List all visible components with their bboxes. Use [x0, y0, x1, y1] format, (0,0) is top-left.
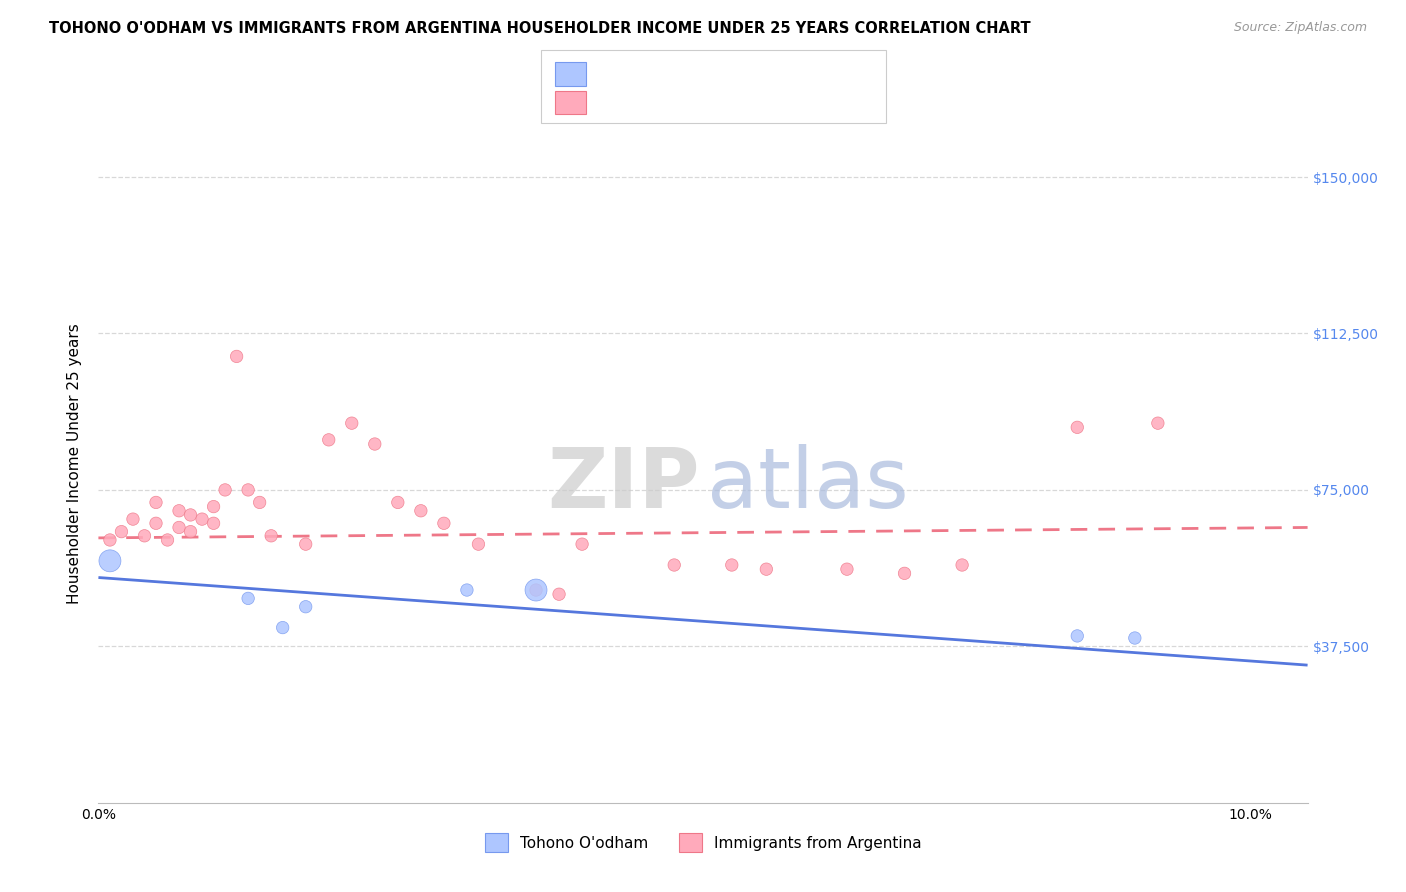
Point [122, 512, 145, 526]
Point [294, 537, 316, 551]
Point [571, 537, 593, 551]
Text: atlas: atlas [707, 443, 908, 524]
Point [202, 516, 225, 531]
Text: R =: R = [598, 95, 633, 110]
Point [134, 529, 156, 543]
Point [318, 433, 340, 447]
Text: -0.419: -0.419 [637, 65, 690, 83]
Point [835, 562, 858, 576]
Point [664, 558, 686, 572]
Point [225, 350, 247, 364]
Point [191, 512, 214, 526]
Legend: Tohono O'odham, Immigrants from Argentina: Tohono O'odham, Immigrants from Argentin… [477, 826, 929, 860]
Text: 0.031: 0.031 [637, 94, 685, 112]
Point [294, 599, 316, 614]
Point [433, 516, 456, 531]
Point [1066, 420, 1088, 434]
Point [364, 437, 387, 451]
Point [950, 558, 973, 572]
Text: N =: N = [703, 95, 740, 110]
Text: 8: 8 [738, 65, 748, 83]
Point [755, 562, 778, 576]
Point [720, 558, 742, 572]
Point [467, 537, 489, 551]
Point [1147, 416, 1170, 430]
Point [145, 495, 167, 509]
Text: N =: N = [703, 67, 740, 81]
Point [340, 416, 363, 430]
Text: Source: ZipAtlas.com: Source: ZipAtlas.com [1233, 21, 1367, 34]
Y-axis label: Householder Income Under 25 years: Householder Income Under 25 years [67, 324, 83, 604]
Point [387, 495, 409, 509]
Point [524, 582, 547, 597]
Point [180, 508, 202, 522]
Point [1123, 631, 1146, 645]
Text: TOHONO O'ODHAM VS IMMIGRANTS FROM ARGENTINA HOUSEHOLDER INCOME UNDER 25 YEARS CO: TOHONO O'ODHAM VS IMMIGRANTS FROM ARGENT… [49, 21, 1031, 36]
Text: 38: 38 [738, 94, 759, 112]
Point [249, 495, 271, 509]
Point [271, 621, 294, 635]
Point [167, 520, 190, 534]
Point [456, 582, 478, 597]
Point [260, 529, 283, 543]
Point [236, 591, 259, 606]
Point [98, 533, 121, 547]
Text: R =: R = [598, 67, 633, 81]
Point [236, 483, 259, 497]
Point [98, 554, 121, 568]
Point [156, 533, 179, 547]
Point [167, 504, 190, 518]
Point [202, 500, 225, 514]
Point [409, 504, 432, 518]
Point [110, 524, 132, 539]
Point [1066, 629, 1088, 643]
Point [180, 524, 202, 539]
Text: ZIP: ZIP [547, 443, 699, 524]
Point [145, 516, 167, 531]
Point [893, 566, 915, 581]
Point [524, 582, 547, 597]
Point [548, 587, 571, 601]
Point [214, 483, 236, 497]
